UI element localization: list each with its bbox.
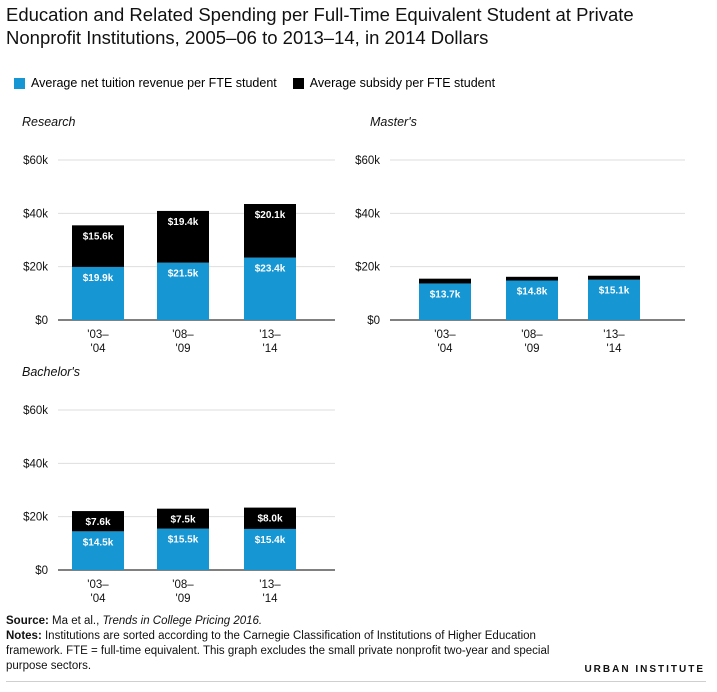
- research-bar-subsidy: [157, 210, 209, 263]
- source-label: Source:: [6, 615, 49, 627]
- bachelors-xtick-label: '04: [91, 593, 107, 605]
- masters-data-label: $14.8k: [517, 287, 548, 298]
- research-ytick-label: $20k: [23, 262, 48, 274]
- research-panel-title: Research: [22, 115, 76, 129]
- research-xtick-label: '09: [176, 343, 191, 355]
- research-data-label: $23.4k: [255, 264, 286, 275]
- legend-swatch-subsidy: [292, 77, 304, 89]
- bachelors-xtick-label: '09: [176, 593, 191, 605]
- research-ytick-label: $40k: [23, 208, 48, 220]
- bachelors-ytick-label: $20k: [23, 512, 48, 524]
- bachelors-panel-title: Bachelor's: [22, 365, 80, 379]
- masters-bar-tuition: [506, 280, 558, 320]
- legend-swatch-tuition: [14, 77, 25, 89]
- masters-xtick-label: '09: [525, 343, 540, 355]
- bachelors-bar-tuition: [72, 531, 124, 570]
- masters-panel-title: Master's: [370, 115, 417, 129]
- chart-title: Education and Related Spending per Full-…: [6, 4, 634, 48]
- masters-ytick-label: $20k: [355, 262, 380, 274]
- research-xtick-label: '14: [263, 343, 279, 355]
- masters-ytick-label: $0: [367, 315, 380, 327]
- research-bar-subsidy: [72, 225, 124, 267]
- masters-ytick-label: $60k: [355, 155, 380, 167]
- bachelors-ytick-label: $60k: [23, 405, 48, 417]
- bachelors-bar-tuition: [244, 528, 296, 570]
- research-data-label: $21.5k: [168, 269, 199, 280]
- bachelors-data-label: $7.6k: [85, 517, 110, 528]
- legend-label-subsidy: Average subsidy per FTE student: [309, 76, 496, 90]
- bachelors-bar-subsidy: [72, 511, 124, 532]
- research-ytick-label: $0: [35, 315, 48, 327]
- research-bar-subsidy: [244, 204, 296, 258]
- legend-item-tuition: Average net tuition revenue per FTE stud…: [14, 76, 277, 90]
- bachelors-ytick-label: $0: [35, 565, 48, 577]
- bottom-divider: [6, 681, 706, 682]
- masters-ytick-label: $40k: [355, 208, 380, 220]
- research-bar-tuition: [244, 257, 296, 320]
- legend-label-tuition: Average net tuition revenue per FTE stud…: [31, 76, 277, 90]
- bachelors-xtick-label: '14: [263, 593, 279, 605]
- bachelors-bar-tuition: [157, 528, 209, 570]
- bachelors-data-label: $15.4k: [255, 535, 286, 546]
- bachelors-xtick-label: '03–: [87, 579, 109, 591]
- masters-xtick-label: '14: [607, 343, 623, 355]
- masters-data-label: $13.7k: [430, 289, 461, 300]
- notes-text: Institutions are sorted according to the…: [6, 630, 550, 672]
- research-data-label: $15.6k: [83, 231, 114, 242]
- notes: Notes: Institutions are sorted according…: [6, 629, 586, 674]
- bachelors-data-label: $15.5k: [168, 535, 199, 546]
- research-data-label: $20.1k: [255, 210, 286, 221]
- research-xtick-label: '04: [91, 343, 107, 355]
- masters-bar-tuition: [419, 283, 471, 320]
- masters-chart: Master's $0 $20k $40k $60k $13.7k '03– '04 $14.8…: [355, 115, 685, 355]
- bachelors-chart: Bachelor's $0 $20k $40k $60k $14.5k $7.6k '03– '…: [22, 365, 335, 605]
- research-bar-tuition: [72, 266, 124, 320]
- footer: Source: Ma et al., Trends in College Pri…: [6, 614, 586, 674]
- bachelors-xtick-label: '13–: [259, 579, 281, 591]
- bachelors-data-label: $14.5k: [83, 537, 114, 548]
- research-ytick-label: $60k: [23, 155, 48, 167]
- masters-xtick-label: '04: [438, 343, 454, 355]
- masters-data-label: $15.1k: [599, 286, 630, 297]
- bachelors-data-label: $8.0k: [257, 514, 282, 525]
- masters-xtick-label: '03–: [434, 329, 456, 341]
- source-note: Source: Ma et al., Trends in College Pri…: [6, 614, 586, 629]
- brand-logo: URBAN INSTITUTE: [584, 664, 705, 675]
- masters-bar-subsidy: [588, 275, 640, 280]
- legend-item-subsidy: Average subsidy per FTE student: [292, 76, 496, 90]
- notes-label: Notes:: [6, 630, 42, 642]
- research-data-label: $19.9k: [83, 273, 114, 284]
- research-data-label: $19.4k: [168, 217, 199, 228]
- source-italic: Trends in College Pricing 2016.: [102, 615, 263, 627]
- masters-xtick-label: '08–: [521, 329, 543, 341]
- bachelors-bar-subsidy: [244, 507, 296, 529]
- bachelors-ytick-label: $40k: [23, 458, 48, 470]
- masters-xtick-label: '13–: [603, 329, 625, 341]
- research-chart: Research $0 $20k $40k $60k $19.9k $15.6k '03– '0…: [22, 115, 335, 355]
- bachelors-data-label: $7.5k: [170, 515, 195, 526]
- legend: Average net tuition revenue per FTE stud…: [14, 76, 511, 90]
- research-xtick-label: '03–: [87, 329, 109, 341]
- source-text: Ma et al.,: [48, 615, 103, 627]
- bachelors-xtick-label: '08–: [172, 579, 194, 591]
- research-xtick-label: '13–: [259, 329, 281, 341]
- bachelors-bar-subsidy: [157, 508, 209, 529]
- masters-bar-tuition: [588, 279, 640, 320]
- research-bar-tuition: [157, 262, 209, 320]
- research-xtick-label: '08–: [172, 329, 194, 341]
- masters-bar-subsidy: [506, 276, 558, 281]
- masters-bar-subsidy: [419, 278, 471, 284]
